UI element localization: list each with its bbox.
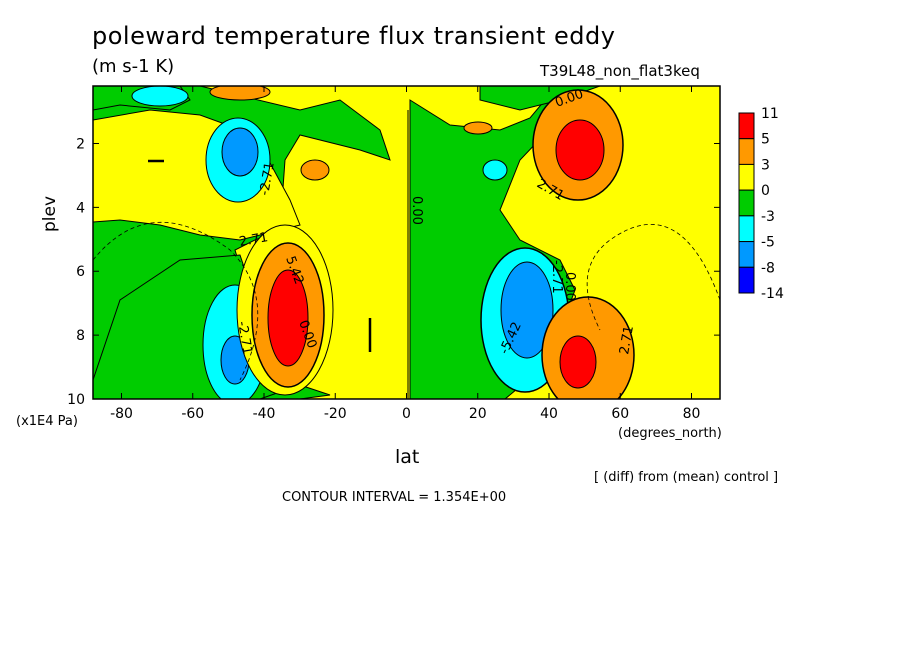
- colorbar-label-1: 5: [761, 132, 770, 148]
- colorbar-swatch-0: [738, 112, 755, 140]
- region-orange-sh-small: [300, 159, 330, 181]
- contour-label-6: -2.71: [234, 320, 255, 356]
- region-red-nh-lower: [559, 335, 597, 389]
- colorbar-swatch-5: [738, 241, 755, 268]
- region-blue-nh-lobe: [500, 261, 554, 359]
- x-tick-label-2: -40: [253, 406, 276, 422]
- chart-units: (m s-1 K): [92, 56, 175, 77]
- colorbar: 11 5 3 0 -3 -5 -8 -14: [738, 106, 784, 302]
- colorbar-swatch-1: [738, 138, 755, 165]
- colorbar-swatch-3: [738, 189, 755, 217]
- x-axis-ticks: -80 -60 -40 -20 0 20 40 60 80: [110, 86, 700, 422]
- colorbar-label-6: -8: [761, 260, 775, 276]
- chart-title: poleward temperature flux transient eddy: [92, 22, 616, 50]
- colorbar-label-5: -5: [761, 235, 775, 251]
- y-tick-label-1: 4: [76, 200, 85, 216]
- x-tick-label-3: -20: [324, 406, 347, 422]
- contour-label-4: 2.71: [238, 230, 269, 250]
- colorbar-swatch-2: [738, 163, 755, 191]
- x-tick-label-6: 40: [540, 406, 558, 422]
- colorbar-label-7: -14: [761, 286, 784, 302]
- y-axis-ticks: 2 4 6 8 10: [67, 136, 720, 408]
- region-blue-sh-upper: [221, 127, 259, 177]
- region-red-sh-lobe: [267, 269, 309, 367]
- x-axis-unit: (degrees_north): [618, 426, 722, 441]
- region-cyan-top-sh: [131, 86, 189, 107]
- diff-note: [ (diff) from (mean) control ]: [594, 470, 779, 485]
- region-orange-top-sh: [209, 86, 271, 101]
- contour-dashed-nh: [586, 224, 720, 331]
- contour-label-3: 0.00: [409, 196, 424, 225]
- colorbar-label-0: 11: [761, 106, 779, 122]
- run-name: T39L48_non_flat3keq: [540, 62, 700, 80]
- y-tick-label-2: 6: [76, 264, 85, 280]
- contour-label-11: 0.00: [562, 272, 577, 301]
- x-tick-label-8: 80: [683, 406, 701, 422]
- x-tick-label-0: -80: [110, 406, 133, 422]
- region-cyan-nh-small: [482, 159, 508, 181]
- y-tick-label-0: 2: [76, 136, 85, 152]
- x-tick-label-4: 0: [402, 406, 411, 422]
- contour-label-2: -2.71: [257, 161, 278, 197]
- contour-label-12: 2.71: [617, 325, 637, 356]
- region-orange-top-nh: [463, 121, 493, 135]
- contour-interval: CONTOUR INTERVAL = 1.354E+00: [282, 490, 507, 505]
- contour-label-9: -2.71: [549, 260, 564, 294]
- colorbar-label-4: -3: [761, 209, 775, 225]
- y-tick-label-4: 10: [67, 392, 85, 408]
- x-tick-label-5: 20: [469, 406, 487, 422]
- colorbar-swatch-4: [738, 215, 755, 243]
- colorbar-label-2: 3: [761, 157, 770, 173]
- colorbar-swatch-6: [738, 266, 755, 294]
- region-red-nh-upper: [555, 119, 605, 181]
- contour-dashed-sh: [93, 222, 259, 381]
- x-axis-label: lat: [395, 446, 420, 468]
- x-tick-label-7: 60: [611, 406, 629, 422]
- x-tick-label-1: -60: [181, 406, 204, 422]
- colorbar-label-3: 0: [761, 183, 770, 199]
- y-tick-label-3: 8: [76, 328, 85, 344]
- y-axis-unit: (x1E4 Pa): [16, 414, 78, 429]
